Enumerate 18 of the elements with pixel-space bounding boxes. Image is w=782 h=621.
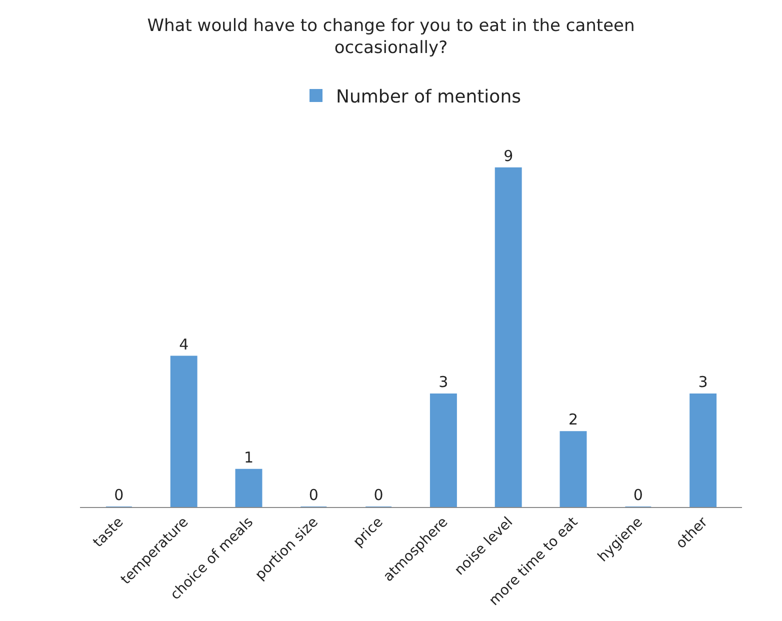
data-label: 1 [244,448,254,466]
data-label: 3 [698,372,708,391]
legend-label: Number of mentions [336,86,521,108]
bar [170,356,198,507]
data-label: 2 [568,410,578,429]
bar [690,393,717,507]
bar [235,468,262,507]
data-label: 0 [374,486,384,504]
chart-title: What would have to change for you to eat in the canteen occasionally? [147,16,635,58]
data-label: 0 [308,486,318,504]
bar [560,431,587,507]
data-label: 3 [438,372,448,391]
data-label: 0 [633,486,643,504]
bar [430,393,457,507]
bar [494,167,522,507]
data-label: 4 [179,335,189,354]
data-label: 9 [504,146,514,165]
data-label: 0 [114,486,124,504]
